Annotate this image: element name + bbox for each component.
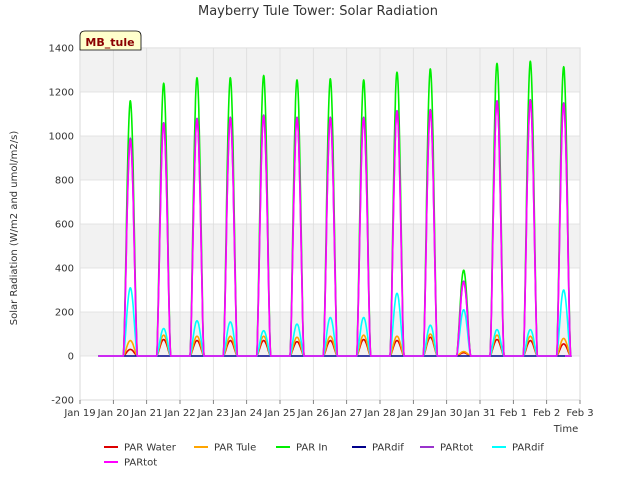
site-badge-label: MB_tule: [85, 36, 134, 49]
y-tick-label: 1400: [49, 44, 74, 55]
y-tick-label: 0: [68, 352, 74, 363]
y-tick-label: 600: [55, 220, 74, 231]
legend-label: PARdif: [512, 443, 544, 454]
x-tick-label: Feb 2: [533, 408, 560, 419]
x-tick-label: Jan 27: [330, 408, 362, 419]
legend-label: PAR Water: [124, 443, 177, 454]
chart-title: Mayberry Tule Tower: Solar Radiation: [198, 4, 438, 19]
y-tick-label: 200: [55, 308, 74, 319]
x-tick-label: Feb 3: [566, 408, 593, 419]
x-tick-label: Jan 23: [197, 408, 229, 419]
x-tick-label: Jan 26: [297, 408, 329, 419]
site-badge: MB_tule: [79, 30, 142, 51]
x-axis-ticks: Jan 19 Jan 20 Jan 21 Jan 22 Jan 23 Jan 24 Jan …: [63, 400, 594, 419]
legend: PAR Water PAR Tule PAR In PARdif PARtot PARdi…: [104, 443, 544, 469]
x-tick-label: Jan 31: [463, 408, 495, 419]
x-tick-label: Jan 30: [430, 408, 462, 419]
legend-label: PARdif: [372, 443, 404, 454]
x-tick-label: Jan 24: [230, 408, 262, 419]
y-axis-label: Solar Radiation (W/m2 and umol/m2/s): [9, 131, 20, 326]
x-tick-label: Jan 25: [263, 408, 295, 419]
x-tick-label: Jan 19: [63, 408, 95, 419]
y-tick-label: 1000: [49, 132, 74, 143]
legend-label: PARtot: [124, 458, 157, 469]
x-axis-label: Time: [553, 424, 578, 435]
band: [80, 224, 580, 268]
y-tick-label: -200: [51, 396, 74, 407]
legend-label: PAR Tule: [214, 443, 256, 454]
series-line-partot: [98, 100, 572, 357]
y-tick-label: 400: [55, 264, 74, 275]
x-tick-label: Jan 28: [363, 408, 395, 419]
y-axis-ticks: -200 0 200 400 600 800 1000 1200 1400: [49, 44, 74, 407]
band: [80, 136, 580, 180]
x-tick-label: Jan 29: [397, 408, 429, 419]
x-tick-label: Feb 1: [500, 408, 527, 419]
legend-label: PAR In: [296, 443, 328, 454]
series-lines: [98, 60, 572, 357]
y-tick-label: 1200: [49, 88, 74, 99]
x-tick-label: Jan 20: [97, 408, 129, 419]
x-tick-label: Jan 22: [163, 408, 195, 419]
legend-label: PARtot: [440, 443, 473, 454]
y-tick-label: 800: [55, 176, 74, 187]
x-tick-label: Jan 21: [130, 408, 162, 419]
